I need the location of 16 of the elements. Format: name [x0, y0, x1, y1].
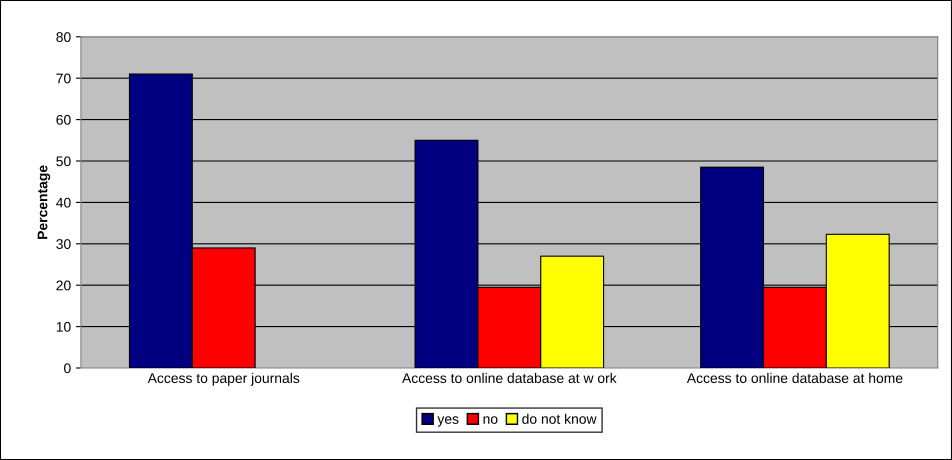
- y-tick-label: 50: [56, 156, 71, 166]
- y-tick-label: 80: [56, 32, 71, 42]
- legend-label: no: [484, 416, 498, 424]
- y-tick-label: 70: [56, 74, 71, 84]
- y-tick-label: 40: [56, 198, 71, 208]
- x-tick-label: Access to online database at home: [686, 372, 902, 384]
- x-tick-label: Access to online database at w ork: [402, 372, 617, 384]
- y-tick-label: 30: [56, 239, 71, 249]
- y-tick-label: 60: [56, 114, 71, 125]
- legend-label: yes: [437, 416, 458, 427]
- legend-label: do not know: [522, 414, 597, 424]
- y-tick-label: 10: [56, 322, 71, 332]
- y-tick-label: 20: [56, 280, 71, 290]
- y-tick-label: 0: [64, 363, 71, 374]
- y-axis-title: Percentage: [38, 165, 50, 239]
- x-tick-label: Access to paper journals: [148, 372, 300, 386]
